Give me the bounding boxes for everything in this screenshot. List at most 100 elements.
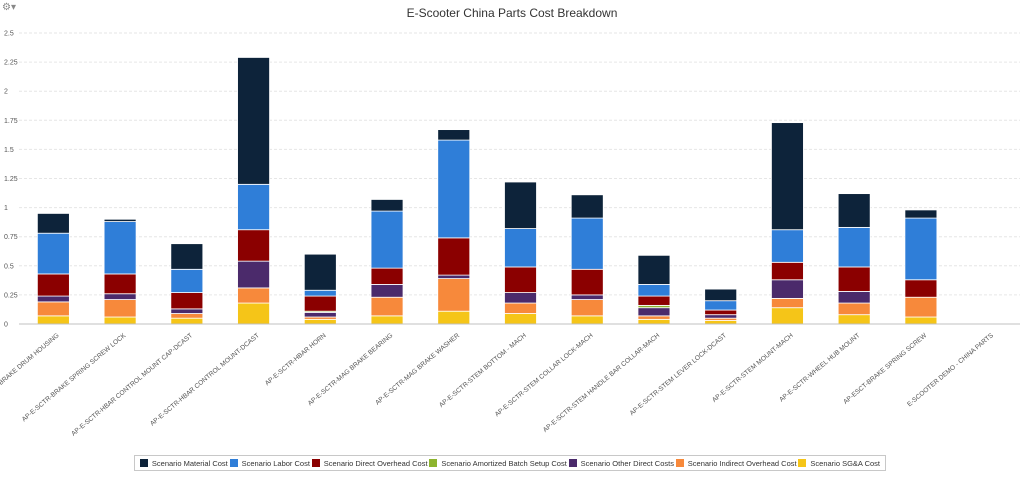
bar-segment[interactable] — [437, 274, 471, 280]
bar-segment[interactable] — [36, 213, 70, 234]
bar-segment[interactable] — [170, 317, 204, 325]
bar-segment[interactable] — [637, 284, 671, 297]
bar-segment[interactable] — [771, 229, 804, 263]
legend-label: Scenario Material Cost — [151, 458, 228, 468]
bar-segment[interactable] — [504, 292, 537, 304]
bar-segment[interactable] — [237, 229, 270, 262]
bar-segment[interactable] — [771, 307, 804, 325]
bar-segment[interactable] — [637, 295, 671, 306]
bar-segment[interactable] — [771, 279, 804, 299]
bar-segment[interactable] — [837, 226, 871, 268]
bar-segment[interactable] — [170, 308, 204, 314]
bar-segment[interactable] — [103, 221, 137, 275]
bar-segment[interactable] — [837, 291, 871, 304]
bar-segment[interactable] — [437, 237, 471, 276]
legend-swatch — [429, 459, 438, 467]
bar-segment[interactable] — [904, 296, 938, 318]
legend-item[interactable]: Scenario Other Direct Costs — [568, 459, 674, 468]
bar-segment[interactable] — [771, 297, 804, 309]
bar-segment[interactable] — [170, 313, 204, 319]
legend-item[interactable]: Scenario Amortized Batch Setup Cost — [429, 459, 567, 468]
chart-legend: Scenario Material Cost Scenario Labor Cos… — [134, 455, 886, 471]
legend-label: Scenario Indirect Overhead Cost — [687, 458, 797, 468]
bar-segment[interactable] — [637, 307, 671, 317]
legend-item[interactable]: Scenario SG&A Cost — [798, 459, 880, 468]
bar-segment[interactable] — [771, 261, 804, 281]
gear-icon[interactable]: ⚙▾ — [2, 2, 16, 13]
bar-segment[interactable] — [237, 260, 270, 289]
legend-item[interactable]: Scenario Labor Cost — [229, 458, 310, 468]
bar-segment[interactable] — [704, 309, 738, 316]
bar-segment[interactable] — [771, 122, 804, 231]
bar-segment[interactable] — [237, 302, 270, 325]
x-tick-label: AP-E-SCTR-STEM HANDLE BAR COLLAR-MACH — [542, 332, 661, 434]
bar-segment[interactable] — [370, 199, 404, 212]
bar-segment[interactable] — [570, 217, 604, 270]
bar-segment[interactable] — [36, 301, 70, 317]
bar-segment[interactable] — [570, 194, 604, 219]
bar-segment[interactable] — [704, 320, 738, 325]
bar-segment[interactable] — [704, 300, 738, 311]
bar-segment[interactable] — [570, 268, 604, 296]
bar-segment[interactable] — [837, 266, 871, 292]
bar-segment[interactable] — [504, 228, 537, 268]
bar-segment[interactable] — [837, 193, 871, 228]
bar-segment[interactable] — [36, 273, 70, 297]
bar-segment[interactable] — [170, 243, 204, 270]
bar-segment[interactable] — [103, 293, 137, 300]
bar-segment[interactable] — [237, 57, 270, 185]
bar-segment[interactable] — [437, 278, 471, 312]
bar-segment[interactable] — [370, 210, 404, 269]
bar-segment[interactable] — [103, 316, 137, 325]
bar-segment[interactable] — [103, 273, 137, 295]
y-tick-label: 1.75 — [4, 118, 18, 125]
bar-segment[interactable] — [704, 314, 738, 319]
bar-segment[interactable] — [303, 295, 337, 312]
bar-segment[interactable] — [504, 313, 537, 325]
bar-segment[interactable] — [437, 310, 471, 325]
bar-segment[interactable] — [570, 315, 604, 325]
bar-segment[interactable] — [837, 314, 871, 325]
legend-item[interactable]: Scenario Indirect Overhead Cost — [675, 458, 797, 468]
bar-segment[interactable] — [437, 139, 471, 239]
bar-segment[interactable] — [170, 292, 204, 310]
bar-segment[interactable] — [504, 302, 537, 314]
bar-segment[interactable] — [370, 284, 404, 298]
bar-segment[interactable] — [637, 315, 671, 320]
bar-segment[interactable] — [303, 289, 337, 297]
legend-swatch — [798, 459, 807, 467]
x-tick-label: AP-E-SCTR-HBAR CONTROL MOUNT CAP-DCAST — [70, 332, 194, 437]
bar-segment[interactable] — [370, 267, 404, 285]
bar-segment[interactable] — [904, 316, 938, 325]
bar-segment[interactable] — [36, 232, 70, 275]
bar-segment[interactable] — [36, 315, 70, 325]
bar-segment[interactable] — [303, 253, 337, 291]
bar-segment[interactable] — [504, 266, 537, 293]
bar-segment[interactable] — [637, 254, 671, 285]
bar-segment[interactable] — [704, 288, 738, 302]
bar-segment[interactable] — [904, 217, 938, 281]
bar-segment[interactable] — [303, 311, 337, 318]
legend-item[interactable]: Scenario Direct Overhead Cost — [311, 459, 428, 468]
y-tick-label: 0 — [4, 322, 8, 329]
bar-segment[interactable] — [237, 287, 270, 304]
bar-segment[interactable] — [570, 299, 604, 317]
bar-segment[interactable] — [103, 299, 137, 318]
legend-label: Scenario Labor Cost — [241, 458, 310, 468]
bar-segment[interactable] — [504, 181, 537, 229]
bar-segment[interactable] — [237, 183, 270, 231]
bar-segment[interactable] — [103, 218, 137, 222]
bar-segment[interactable] — [637, 318, 671, 325]
legend-item[interactable]: Scenario Material Cost — [139, 458, 228, 468]
bar-segment[interactable] — [170, 268, 204, 293]
bar-segment[interactable] — [837, 302, 871, 316]
bar-segment[interactable] — [370, 315, 404, 325]
bar-segment[interactable] — [904, 279, 938, 298]
bar-segment[interactable] — [303, 318, 337, 325]
bar-segment[interactable] — [904, 209, 938, 219]
bar-segment[interactable] — [437, 129, 471, 141]
bar-segment[interactable] — [36, 295, 70, 303]
bar-segment[interactable] — [370, 296, 404, 317]
bar-segment[interactable] — [570, 294, 604, 300]
